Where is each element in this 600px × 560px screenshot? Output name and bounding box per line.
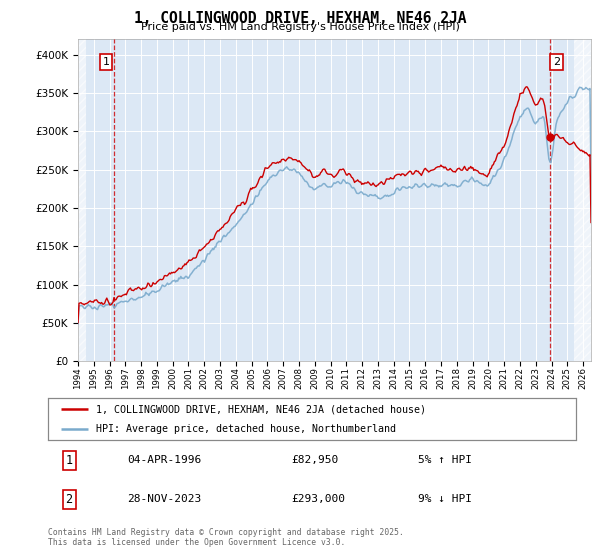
Text: HPI: Average price, detached house, Northumberland: HPI: Average price, detached house, Nort… (95, 424, 395, 434)
Text: 28-NOV-2023: 28-NOV-2023 (127, 494, 202, 504)
Text: 9% ↓ HPI: 9% ↓ HPI (418, 494, 472, 504)
Text: Price paid vs. HM Land Registry's House Price Index (HPI): Price paid vs. HM Land Registry's House … (140, 22, 460, 32)
Text: £293,000: £293,000 (291, 494, 345, 504)
Text: 04-APR-1996: 04-APR-1996 (127, 455, 202, 465)
Text: 1, COLLINGWOOD DRIVE, HEXHAM, NE46 2JA (detached house): 1, COLLINGWOOD DRIVE, HEXHAM, NE46 2JA (… (95, 404, 425, 414)
Text: 2: 2 (65, 493, 73, 506)
Text: 1, COLLINGWOOD DRIVE, HEXHAM, NE46 2JA: 1, COLLINGWOOD DRIVE, HEXHAM, NE46 2JA (134, 11, 466, 26)
Text: 2: 2 (553, 57, 560, 67)
Text: Contains HM Land Registry data © Crown copyright and database right 2025.
This d: Contains HM Land Registry data © Crown c… (48, 528, 404, 547)
Text: 5% ↑ HPI: 5% ↑ HPI (418, 455, 472, 465)
Text: 1: 1 (65, 454, 73, 467)
Text: 1: 1 (103, 57, 109, 67)
Text: £82,950: £82,950 (291, 455, 338, 465)
